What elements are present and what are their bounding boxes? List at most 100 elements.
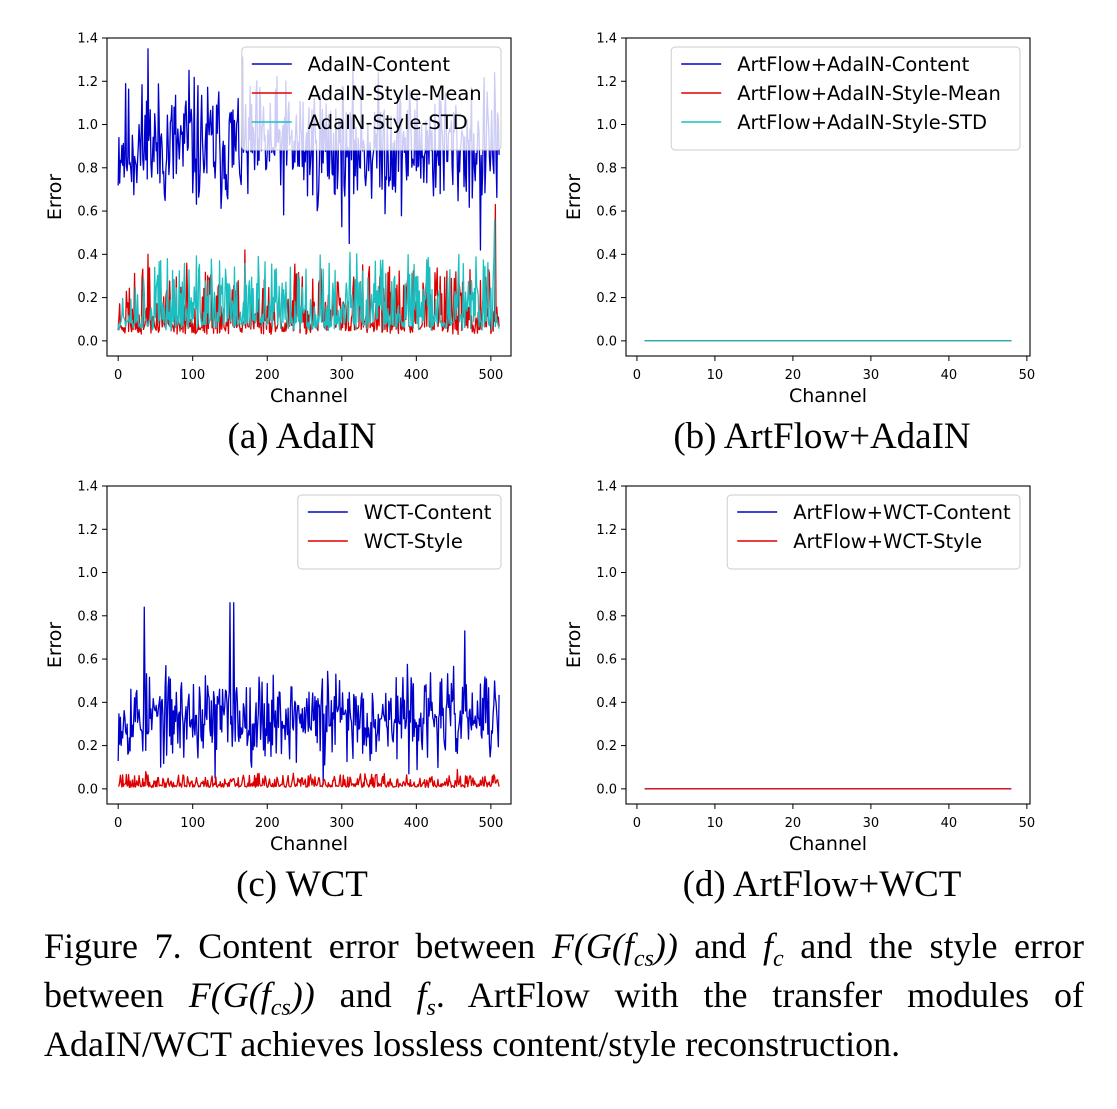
y-tick-label: 0.2 <box>77 739 98 754</box>
y-tick-label: 0.8 <box>596 609 617 624</box>
y-tick-label: 0.2 <box>77 291 98 306</box>
series-line-2 <box>117 219 500 332</box>
y-tick-label: 1.4 <box>77 480 98 495</box>
y-tick-label: 0.4 <box>77 248 98 263</box>
chart-panel-3: 0 10 20 30 40 50 0.0 0.2 0.4 0.6 0.8 1.0 1.2 1.4 Chann… <box>563 480 1035 906</box>
y-tick-label: 0.6 <box>77 205 98 220</box>
y-tick-label: 1.4 <box>596 32 617 47</box>
x-axis-label: Channel <box>789 833 867 855</box>
caption-math: )) <box>653 926 678 966</box>
x-tick-label: 100 <box>180 816 205 831</box>
y-axis-label: Error <box>563 622 585 669</box>
series-line-1 <box>118 768 500 789</box>
x-tick-label: 200 <box>255 816 280 831</box>
x-tick-label: 100 <box>180 368 205 383</box>
figure-caption: Figure 7. Content error between F(G(fcs)… <box>44 922 1084 1069</box>
y-tick-label: 0.6 <box>596 653 617 668</box>
x-tick-label: 300 <box>329 816 354 831</box>
x-axis-label: Channel <box>270 385 348 407</box>
panel-subcaption: (d) ArtFlow+WCT <box>683 864 962 905</box>
caption-math: )) <box>290 975 315 1015</box>
x-tick-label: 10 <box>707 368 724 383</box>
x-tick-label: 200 <box>255 368 280 383</box>
legend-label-1: AdaIN-Style-Mean <box>308 82 482 105</box>
y-axis-label: Error <box>563 174 585 221</box>
caption-math: f <box>416 975 427 1015</box>
legend-label-1: ArtFlow+WCT-Style <box>793 530 982 553</box>
y-tick-label: 0.8 <box>596 161 617 176</box>
y-tick-label: 0.8 <box>77 609 98 624</box>
y-tick-label: 0.4 <box>77 696 98 711</box>
x-tick-label: 50 <box>1019 368 1036 383</box>
x-tick-label: 20 <box>785 816 802 831</box>
caption-math: F(G(f <box>551 926 634 966</box>
plot-frame <box>625 485 1031 805</box>
x-tick-label: 300 <box>329 368 354 383</box>
legend-box <box>297 494 502 570</box>
y-tick-label: 0.8 <box>77 161 98 176</box>
y-tick-label: 0.0 <box>77 334 98 349</box>
legend-box <box>670 46 1021 151</box>
plot-frame <box>106 485 512 805</box>
panel-subcaption: (c) WCT <box>236 864 368 905</box>
legend-label-0: ArtFlow+AdaIN-Content <box>737 53 969 76</box>
caption-text: and <box>314 975 417 1015</box>
x-tick-label: 500 <box>478 816 503 831</box>
x-tick-label: 30 <box>863 368 880 383</box>
x-axis-label: Channel <box>270 833 348 855</box>
x-tick-label: 0 <box>633 816 641 831</box>
caption-math: f <box>763 926 774 966</box>
y-tick-label: 1.2 <box>596 523 617 538</box>
y-tick-label: 1.2 <box>596 75 617 90</box>
caption-math: F(G(f <box>188 975 271 1015</box>
caption-math-sub: cs <box>270 995 291 1022</box>
y-axis-label: Error <box>44 174 66 221</box>
caption-math-sub: cs <box>633 946 654 973</box>
x-tick-label: 0 <box>114 368 122 383</box>
y-tick-label: 1.0 <box>596 566 617 581</box>
y-tick-label: 1.2 <box>77 523 98 538</box>
legend-label-1: ArtFlow+AdaIN-Style-Mean <box>737 82 1001 105</box>
legend-label-0: AdaIN-Content <box>308 53 451 76</box>
y-tick-label: 1.4 <box>596 480 617 495</box>
y-tick-label: 1.0 <box>77 118 98 133</box>
y-tick-label: 1.4 <box>77 32 98 47</box>
y-tick-label: 0.0 <box>596 782 617 797</box>
legend-label-2: AdaIN-Style-STD <box>308 111 468 134</box>
chart-panel-2: 0 100 200 300 400 500 0.0 0.2 0.4 0.6 0.8 1.0 1.2 1.4… <box>44 480 512 905</box>
x-tick-label: 50 <box>1019 816 1036 831</box>
x-tick-label: 40 <box>941 368 958 383</box>
legend-box <box>241 46 502 151</box>
caption-text: and <box>677 926 764 966</box>
x-axis-label: Channel <box>789 385 867 407</box>
chart-panel-1: 0 10 20 30 40 50 0.0 0.2 0.4 0.6 0.8 1.0 1.2 1.4 Chann… <box>563 32 1035 458</box>
y-tick-label: 0.2 <box>596 291 617 306</box>
x-tick-label: 10 <box>707 816 724 831</box>
caption-text: . ArtFlow with the transfer modules of A… <box>44 975 1085 1064</box>
plot-frame <box>625 37 1031 357</box>
x-tick-label: 0 <box>633 368 641 383</box>
series-line-0 <box>117 602 500 786</box>
legend-label-0: ArtFlow+WCT-Content <box>793 501 1011 524</box>
y-tick-label: 1.2 <box>77 75 98 90</box>
y-axis-label: Error <box>44 622 66 669</box>
legend-label-0: WCT-Content <box>364 501 492 524</box>
caption-math-sub: s <box>426 995 436 1022</box>
y-tick-label: 0.4 <box>596 248 617 263</box>
legend-label-1: WCT-Style <box>364 530 463 553</box>
legend-label-2: ArtFlow+AdaIN-Style-STD <box>737 111 987 134</box>
y-tick-label: 0.4 <box>596 696 617 711</box>
plot-frame <box>106 37 512 357</box>
x-tick-label: 400 <box>404 368 429 383</box>
y-tick-label: 0.0 <box>596 334 617 349</box>
y-tick-label: 0.6 <box>596 205 617 220</box>
legend-box <box>726 494 1021 570</box>
caption-text: and the style error between <box>44 926 1084 1015</box>
y-tick-label: 0.6 <box>77 653 98 668</box>
x-tick-label: 40 <box>941 816 958 831</box>
x-tick-label: 0 <box>114 816 122 831</box>
panel-subcaption: (a) AdaIN <box>228 416 377 457</box>
y-tick-label: 0.0 <box>77 782 98 797</box>
caption-math-sub: c <box>773 946 784 973</box>
